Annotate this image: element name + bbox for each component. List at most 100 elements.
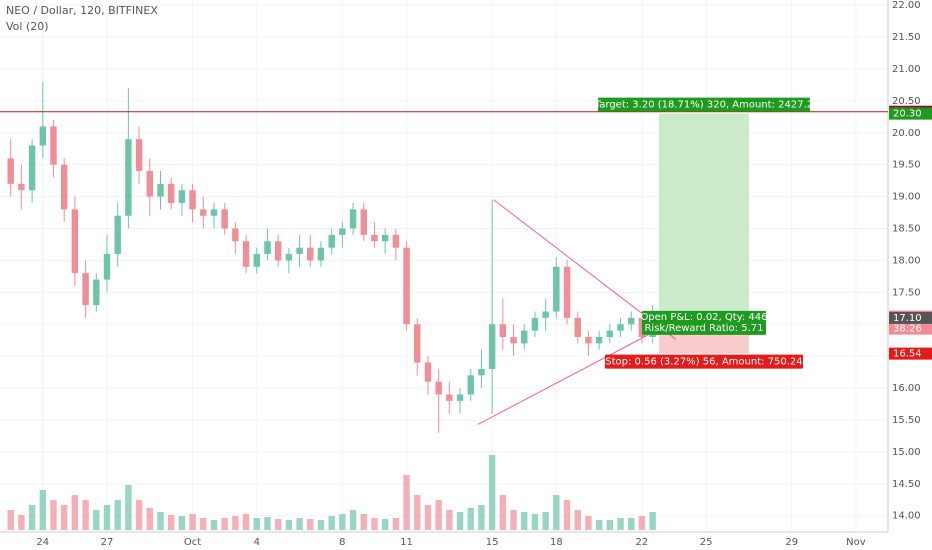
volume-bar [82, 500, 89, 530]
countdown-tag [889, 322, 932, 335]
candle-body [488, 324, 496, 369]
candle-body [424, 362, 432, 382]
chart-subtitle: Vol (20) [6, 20, 49, 33]
volume-bar [456, 512, 464, 530]
candle-body [71, 209, 79, 274]
x-tick-label: 4 [254, 537, 260, 548]
volume-bar [553, 495, 560, 530]
volume-bar [617, 518, 624, 530]
volume-bar [157, 512, 164, 530]
candle-body [478, 368, 485, 376]
y-tick-label: 18.00 [892, 255, 921, 266]
candle-body [210, 209, 218, 216]
price-tag [889, 347, 932, 360]
candle-body [628, 317, 635, 325]
volume-bar [103, 505, 111, 530]
chart-title: NEO / Dollar, 120, BITFINEX [6, 4, 158, 17]
candle-body [114, 215, 121, 255]
candle-body [60, 164, 68, 210]
volume-bar [542, 512, 549, 530]
countdown: 38:26 [893, 324, 922, 335]
volume-bar [649, 512, 656, 530]
y-tick-label: 17.50 [892, 287, 921, 298]
price-tag-label: 17.10 [893, 313, 922, 324]
candle-body [7, 158, 14, 184]
candle-body [317, 247, 325, 261]
candle-body [595, 337, 603, 344]
x-tick-label: 27 [101, 537, 114, 548]
x-tick-label: 15 [486, 537, 499, 548]
candle-body [499, 324, 507, 338]
volume-bar [499, 495, 507, 530]
volume-bar [114, 500, 121, 530]
candle-body [403, 247, 410, 325]
volume-bar [178, 516, 186, 530]
volume-bar [264, 517, 271, 530]
volume-bar [574, 510, 581, 530]
price-tag-label: 20.30 [893, 109, 922, 120]
candle-body [157, 183, 164, 197]
volume-bar [167, 515, 175, 530]
target-zone [659, 113, 749, 318]
candle-body [93, 279, 100, 306]
y-tick-label: 14.00 [892, 511, 921, 522]
volume-bar [328, 516, 335, 530]
y-tick-label: 20.50 [892, 96, 921, 107]
volume-bar [628, 518, 635, 530]
candle-body [221, 209, 228, 229]
candle-body [435, 381, 442, 395]
volume-bar [563, 500, 571, 530]
candle-body [617, 324, 624, 331]
candle-body [189, 190, 196, 210]
volume-bar [339, 514, 346, 530]
y-tick-label: 15.00 [892, 447, 921, 458]
candle-body [18, 183, 25, 191]
candle-body [307, 247, 314, 261]
volume-bar [403, 475, 410, 530]
y-tick-label: 18.50 [892, 224, 921, 235]
volume-bar [39, 490, 47, 530]
volume-bar [7, 510, 14, 530]
x-tick-label: 24 [36, 537, 49, 548]
candle-body [178, 190, 186, 203]
candle-body [521, 330, 528, 344]
candle-body [467, 375, 474, 395]
volume-bar [381, 519, 389, 530]
candle-body [638, 317, 646, 338]
volume-bar [125, 485, 132, 530]
y-tick-label: 22.00 [892, 0, 921, 11]
candle-body [103, 254, 111, 280]
candle-body [414, 324, 421, 363]
y-tick-label: 14.50 [892, 479, 921, 490]
y-tick-label: 19.00 [892, 192, 921, 203]
price-tag-label: 16.54 [893, 349, 922, 360]
y-tick-label: 21.00 [892, 64, 921, 75]
candle-body [349, 209, 357, 229]
candle-body [200, 209, 207, 216]
volume-bar [585, 516, 592, 530]
volume-bar [446, 510, 453, 530]
volume-bar [349, 510, 357, 530]
x-tick-label: 22 [636, 537, 649, 548]
volume-bar [414, 495, 421, 530]
candle-body [232, 228, 239, 242]
volume-bar [521, 512, 528, 530]
label-box [597, 97, 810, 112]
volume-bar [371, 518, 378, 530]
candle-body [242, 241, 250, 267]
volume-bar [60, 505, 68, 530]
x-tick-label: 25 [700, 537, 713, 548]
candle-body [456, 394, 464, 401]
candle-body [531, 317, 539, 331]
candle-body [392, 234, 400, 248]
candle-body [574, 317, 581, 338]
candle-body [296, 247, 303, 255]
volume-bar [510, 510, 517, 530]
x-tick-label: Nov [846, 537, 866, 548]
volume-bar [71, 495, 79, 530]
y-tick-label: 19.50 [892, 160, 921, 171]
y-tick-label: 15.50 [892, 415, 921, 426]
x-tick-label: Oct [184, 537, 201, 548]
x-tick-label: 18 [550, 537, 563, 548]
